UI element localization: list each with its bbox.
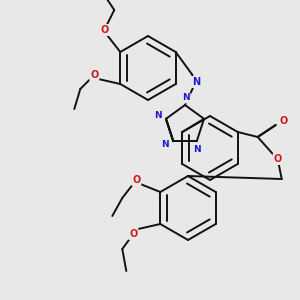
Text: O: O <box>90 70 98 80</box>
Text: O: O <box>274 154 282 164</box>
Text: O: O <box>100 25 108 35</box>
Text: O: O <box>129 229 137 239</box>
Text: N: N <box>192 77 200 87</box>
Text: O: O <box>280 116 288 126</box>
Text: N: N <box>161 140 169 149</box>
Text: O: O <box>132 175 140 185</box>
Text: N: N <box>154 111 162 120</box>
Text: N: N <box>193 145 201 154</box>
Text: N: N <box>182 94 190 103</box>
